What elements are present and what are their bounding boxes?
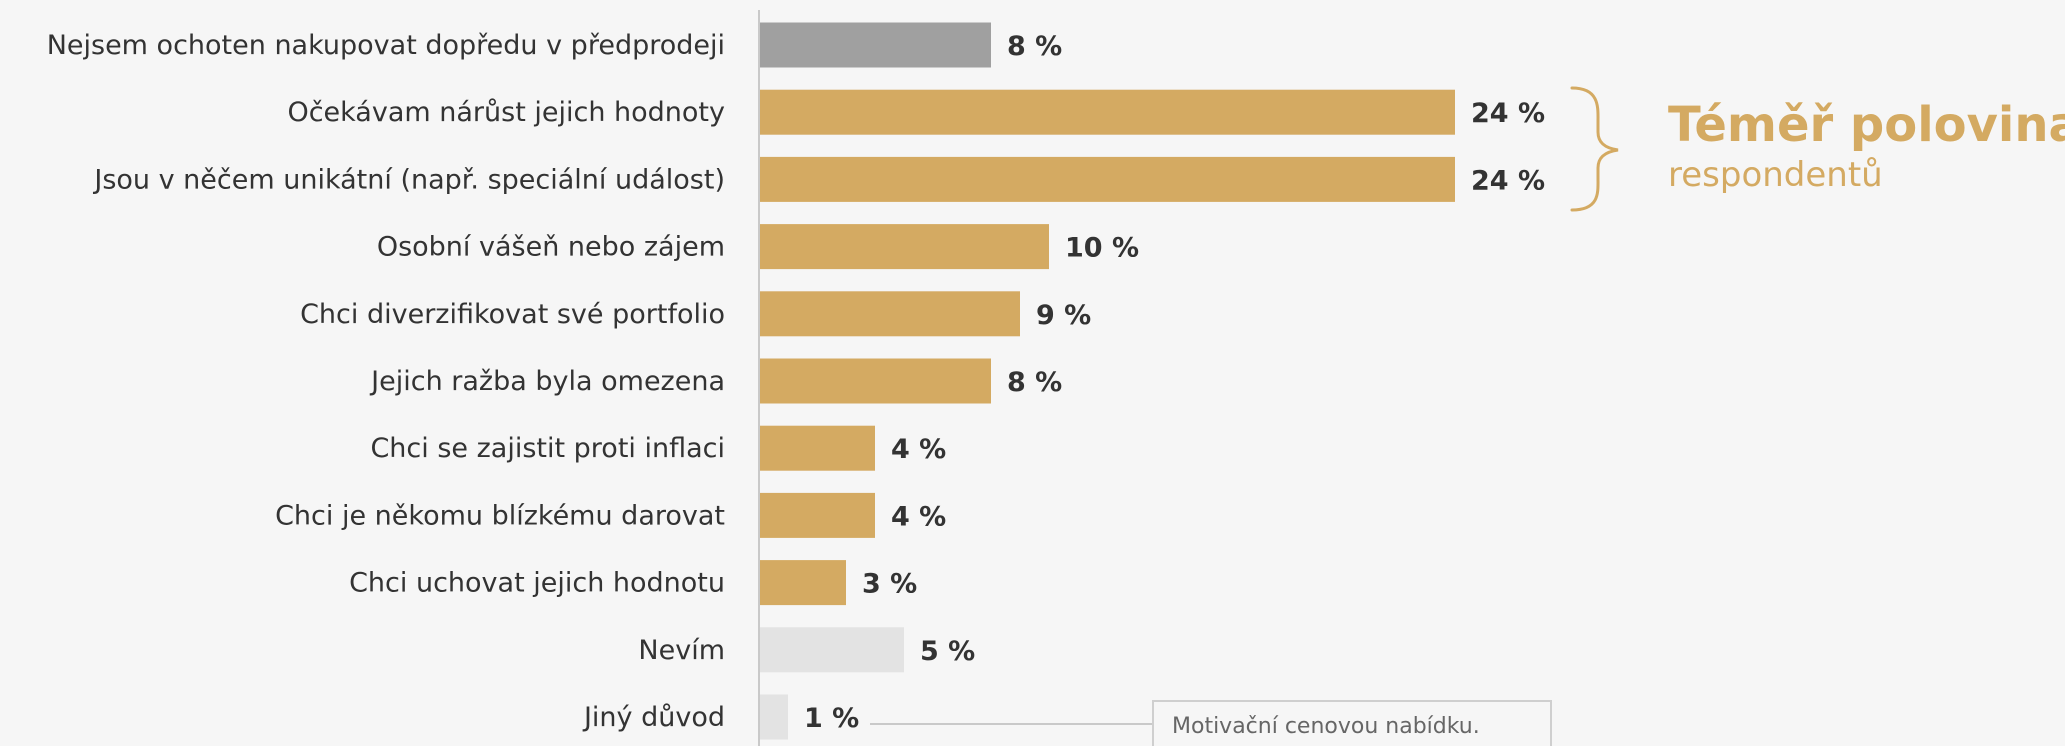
value-label: 1 % bbox=[804, 703, 859, 734]
category-label: Nevím bbox=[638, 635, 725, 666]
value-label: 5 % bbox=[920, 636, 975, 667]
category-label: Chci diverzifikovat své portfolio bbox=[300, 299, 725, 330]
value-label: 8 % bbox=[1007, 367, 1062, 398]
category-label: Jsou v něčem unikátní (např. speciální u… bbox=[92, 164, 725, 195]
category-label: Chci je někomu blízkému darovat bbox=[275, 500, 725, 531]
bar bbox=[759, 224, 1049, 270]
value-label: 9 % bbox=[1036, 300, 1091, 331]
value-label: 24 % bbox=[1471, 98, 1545, 129]
value-label: 24 % bbox=[1471, 165, 1545, 196]
value-label: 4 % bbox=[891, 434, 946, 465]
bar bbox=[759, 627, 904, 673]
bar bbox=[759, 22, 991, 68]
category-label: Jejich ražba byla omezena bbox=[369, 366, 725, 397]
value-label: 4 % bbox=[891, 501, 946, 532]
category-label: Očekávam nárůst jejich hodnoty bbox=[287, 97, 725, 128]
bar bbox=[759, 425, 875, 471]
category-label: Osobní vášeň nebo zájem bbox=[377, 232, 725, 263]
bar bbox=[759, 492, 875, 538]
bars-layer: Nejsem ochoten nakupovat dopředu v předp… bbox=[47, 22, 1545, 740]
value-label: 8 % bbox=[1007, 31, 1062, 62]
category-label: Jiný důvod bbox=[582, 702, 725, 733]
bar bbox=[759, 560, 846, 606]
value-label: 10 % bbox=[1065, 233, 1139, 264]
category-label: Chci se zajistit proti inflaci bbox=[370, 433, 725, 464]
group-brace bbox=[1570, 86, 1619, 212]
callout-text: Motivační cenovou nabídku. bbox=[1172, 714, 1480, 739]
bar bbox=[759, 291, 1020, 337]
bar bbox=[759, 358, 991, 404]
category-label: Chci uchovat jejich hodnotu bbox=[349, 568, 725, 599]
bar bbox=[759, 89, 1455, 135]
annotation-subtitle: respondentů bbox=[1668, 155, 1883, 195]
annotation-title: Téměř polovina bbox=[1668, 97, 2065, 153]
bar bbox=[759, 694, 788, 740]
value-label: 3 % bbox=[862, 569, 917, 600]
category-label: Nejsem ochoten nakupovat dopředu v předp… bbox=[47, 30, 725, 61]
callout-box bbox=[1152, 700, 1552, 746]
bar bbox=[759, 156, 1455, 202]
